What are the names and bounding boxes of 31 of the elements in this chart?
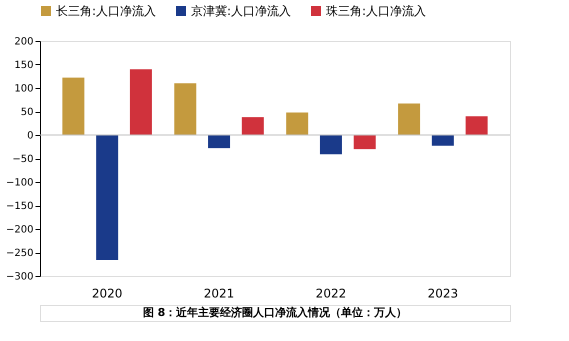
y-tick-label: −50	[12, 154, 34, 165]
caption: 图 8：近年主要经济圈人口净流入情况（单位：万人）	[142, 306, 408, 319]
y-tick-label: 50	[20, 107, 34, 118]
bar	[354, 135, 376, 150]
bar	[174, 83, 196, 135]
x-tick-label: 2020	[92, 286, 122, 300]
y-tick-label: 100	[14, 84, 34, 94]
bar	[242, 117, 264, 135]
y-tick-label: 150	[14, 60, 34, 71]
x-tick-label: 2022	[316, 286, 346, 300]
bar	[398, 104, 420, 135]
bar	[62, 78, 84, 135]
bar	[286, 112, 308, 135]
y-tick-label: −300	[6, 272, 34, 282]
x-tick-label: 2021	[204, 286, 234, 300]
bar	[96, 135, 118, 260]
legend-label: 京津冀:人口净流入	[191, 4, 292, 18]
y-tick-label: −200	[6, 224, 34, 236]
y-tick-label: −250	[6, 248, 34, 259]
bar	[466, 116, 488, 135]
y-tick-label: 0	[27, 130, 34, 142]
bar	[130, 69, 152, 135]
bar	[208, 135, 230, 148]
x-tick-label: 2023	[428, 286, 458, 300]
y-tick-label: −100	[6, 178, 34, 188]
legend-label: 长三角:人口净流入	[56, 4, 156, 18]
bar	[320, 135, 342, 154]
y-tick-label: −150	[6, 201, 34, 212]
legend-label: 珠三角:人口净流入	[326, 4, 426, 18]
y-tick-label: 200	[14, 36, 34, 48]
bar	[432, 135, 454, 146]
